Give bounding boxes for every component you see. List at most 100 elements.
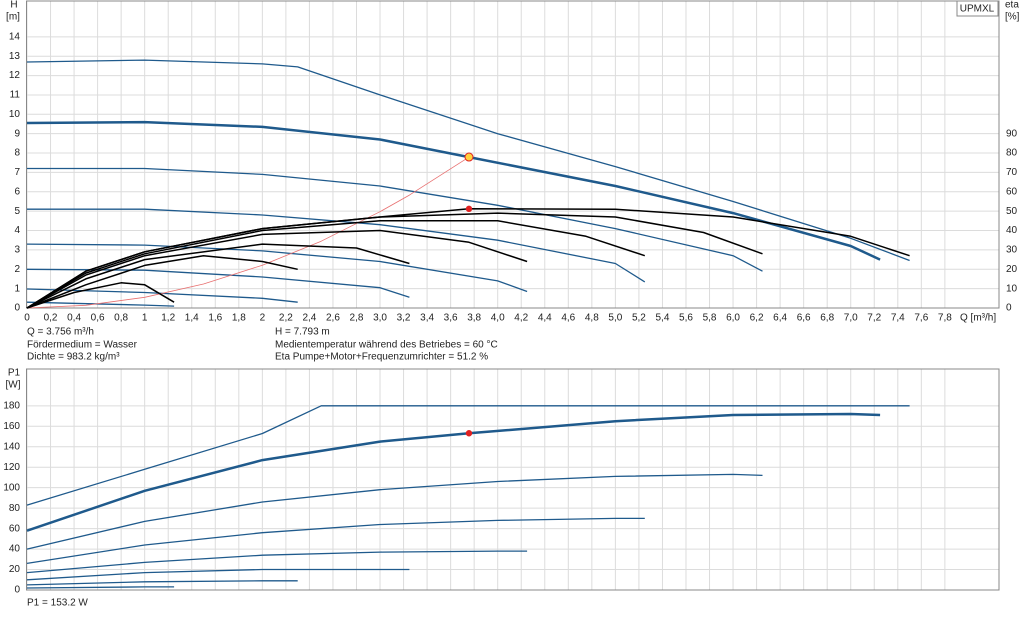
y-label: H (10, 0, 17, 11)
x-tick-label: 5,2 (632, 313, 646, 324)
y-tick-label: 80 (9, 503, 21, 514)
curve (26, 412, 881, 532)
x-tick-label: 2,6 (326, 313, 340, 324)
x-tick-label: 5,4 (655, 313, 669, 324)
x-tick-label: 7,6 (914, 313, 928, 324)
y-tick-label: 40 (9, 544, 21, 555)
annotation: Q = 3.756 m³/h (27, 327, 94, 338)
x-tick-label: 0,6 (91, 313, 105, 324)
curve (26, 120, 881, 261)
curve (26, 156, 470, 309)
y-tick-label: 120 (3, 462, 20, 473)
operating-point (464, 152, 474, 162)
curve (26, 220, 646, 309)
y2-tick-label: 10 (1006, 283, 1018, 294)
y-unit: [m] (6, 12, 20, 23)
x-tick-label: 4,0 (491, 313, 505, 324)
curve (26, 254, 298, 309)
curve (26, 580, 298, 586)
x-tick-label: 3,6 (444, 313, 458, 324)
x-tick-label: 0,2 (44, 313, 58, 324)
x-tick-label: 4,4 (538, 313, 552, 324)
y-tick-label: 60 (9, 523, 21, 534)
y2-tick-label: 50 (1006, 206, 1018, 217)
x-tick-label: 2,4 (302, 313, 316, 324)
x-tick-label: 2 (260, 313, 266, 324)
y-tick-label: 0 (14, 303, 20, 314)
y2-unit: [%] (1005, 12, 1020, 23)
y2-tick-label: 20 (1006, 264, 1018, 275)
y-tick-label: 14 (9, 31, 21, 42)
x-tick-label: 4,6 (561, 313, 575, 324)
y2-tick-label: 70 (1006, 167, 1018, 178)
curve (26, 212, 763, 309)
x-tick-label: 7,8 (938, 313, 952, 324)
curve (26, 229, 528, 309)
x-tick-label: 1,6 (208, 313, 222, 324)
y-tick-label: 5 (14, 206, 20, 217)
x-tick-label: 5,6 (679, 313, 693, 324)
x-tick-label: 3,8 (467, 313, 481, 324)
x-tick-label: 4,2 (514, 313, 528, 324)
x-tick-label: 3,4 (420, 313, 434, 324)
curve (26, 268, 410, 298)
x-tick-label: 6,6 (797, 313, 811, 324)
x-tick-label: 1,8 (232, 313, 246, 324)
y-tick-label: 0 (14, 585, 20, 596)
y-tick-label: 13 (9, 51, 21, 62)
curve (26, 405, 910, 506)
annotation: Dichte = 983.2 kg/m³ (27, 352, 120, 363)
curve (26, 568, 410, 581)
y-tick-label: 2 (14, 264, 20, 275)
y-tick-label: 3 (14, 245, 20, 256)
y2-tick-label: 40 (1006, 225, 1018, 236)
y-tick-label: 10 (9, 109, 21, 120)
curve (26, 517, 645, 565)
y-tick-label: 8 (14, 148, 20, 159)
y2-tick-label: 80 (1006, 148, 1018, 159)
operating-point (465, 205, 473, 213)
x-tick-label: 5,8 (703, 313, 717, 324)
x-tick-label: 1,2 (161, 313, 175, 324)
y2-tick-label: 30 (1006, 245, 1018, 256)
annotation: P1 = 153.2 W (27, 598, 88, 609)
y-tick-label: 140 (3, 441, 20, 452)
y-tick-label: 4 (14, 225, 20, 236)
y-tick-label: 7 (14, 167, 20, 178)
x-tick-label: 7,4 (891, 313, 905, 324)
x-tick-label: 7,2 (867, 313, 881, 324)
x-tick-label: 3,0 (373, 313, 387, 324)
x-tick-label: 0,4 (67, 313, 81, 324)
x-tick-label: 5,0 (608, 313, 622, 324)
curve (26, 301, 175, 307)
y-unit: [W] (6, 380, 21, 391)
x-label: Q [m³/h] (960, 313, 996, 324)
y-tick-label: 9 (14, 128, 20, 139)
x-tick-label: 7,0 (844, 313, 858, 324)
y2-label: eta (1005, 0, 1019, 11)
y-tick-label: 100 (3, 482, 20, 493)
curve (26, 243, 410, 309)
curve (27, 167, 763, 272)
annotation: H = 7.793 m (275, 327, 330, 338)
x-tick-label: 3,2 (397, 313, 411, 324)
x-tick-label: 6,0 (726, 313, 740, 324)
x-tick-label: 1 (142, 313, 148, 324)
y2-tick-label: 90 (1006, 128, 1018, 139)
y-tick-label: 160 (3, 421, 20, 432)
x-tick-label: 2,8 (350, 313, 364, 324)
curve (26, 473, 763, 550)
badge: UPMXL (960, 4, 995, 15)
curve (26, 586, 175, 589)
y2-tick-label: 60 (1006, 186, 1018, 197)
x-tick-label: 0 (24, 313, 30, 324)
curve (26, 550, 528, 574)
plot-frame (26, 0, 1000, 309)
annotation: Eta Pumpe+Motor+Frequenzumrichter = 51.2… (275, 352, 488, 363)
y-tick-label: 11 (10, 90, 21, 101)
y-tick-label: 1 (14, 283, 20, 294)
y-label: P1 (8, 368, 21, 379)
plot-frame (26, 368, 1000, 591)
y-tick-label: 6 (14, 186, 20, 197)
